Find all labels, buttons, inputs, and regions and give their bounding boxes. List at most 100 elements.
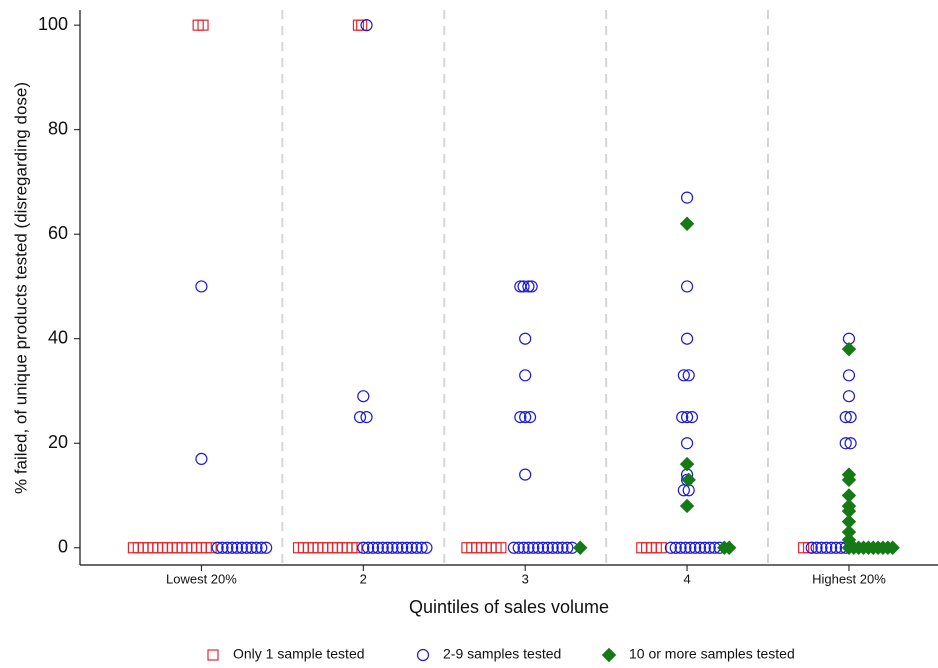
point	[885, 540, 900, 555]
point	[519, 468, 532, 481]
legend-marker	[416, 648, 430, 662]
x-tick-label: 4	[683, 571, 690, 586]
point	[216, 541, 229, 554]
point	[556, 541, 569, 554]
point	[523, 411, 537, 424]
point	[512, 541, 525, 554]
point	[255, 541, 268, 554]
point	[527, 541, 540, 554]
point	[810, 541, 823, 554]
point	[669, 541, 682, 554]
point	[532, 541, 545, 554]
point	[360, 19, 373, 32]
point	[684, 541, 697, 554]
point	[680, 411, 694, 424]
point	[381, 541, 394, 554]
point	[721, 540, 737, 555]
point	[682, 369, 695, 382]
point	[842, 369, 856, 382]
x-axis-label: Quintiles of sales volume	[409, 597, 609, 617]
point	[815, 541, 828, 554]
point	[371, 541, 384, 554]
point	[386, 541, 399, 554]
point	[517, 541, 530, 554]
point	[676, 411, 689, 424]
point	[495, 542, 507, 554]
point	[685, 411, 699, 424]
point	[205, 542, 217, 554]
x-tick-label: Lowest 20%	[166, 571, 237, 586]
x-tick-label: 2	[360, 571, 367, 586]
point	[519, 369, 532, 382]
point	[351, 542, 363, 554]
point	[514, 411, 527, 424]
point	[357, 541, 370, 554]
point	[211, 541, 224, 554]
point	[679, 541, 692, 554]
point	[519, 411, 532, 424]
y-tick-label: 80	[48, 118, 68, 138]
point	[260, 541, 273, 554]
point	[546, 541, 559, 554]
point	[226, 541, 239, 554]
point	[693, 541, 707, 554]
point	[829, 541, 843, 554]
legend-marker	[601, 647, 617, 663]
point	[240, 541, 253, 554]
point	[825, 541, 838, 554]
point	[805, 541, 818, 554]
point	[551, 541, 564, 554]
point	[820, 541, 833, 554]
point	[698, 541, 711, 554]
y-tick-label: 60	[48, 223, 68, 243]
point	[680, 332, 694, 345]
point	[410, 541, 423, 554]
point	[841, 341, 857, 357]
point	[689, 541, 702, 554]
point	[360, 411, 373, 424]
point	[221, 541, 234, 554]
point	[839, 437, 852, 450]
point	[679, 456, 695, 472]
y-tick-label: 40	[48, 327, 68, 347]
point	[839, 411, 852, 424]
point	[405, 541, 418, 554]
point	[655, 542, 667, 554]
point	[517, 280, 530, 293]
point	[677, 369, 690, 382]
point	[420, 541, 433, 554]
point	[844, 411, 857, 424]
point	[679, 216, 695, 231]
point	[679, 498, 695, 514]
point	[841, 472, 857, 488]
point	[664, 541, 677, 554]
point	[396, 541, 409, 554]
point	[356, 19, 368, 31]
point	[235, 541, 248, 554]
x-tick-label: Highest 20%	[812, 571, 886, 586]
legend-label: 2-9 samples tested	[443, 646, 561, 662]
point	[400, 541, 414, 554]
point	[366, 541, 380, 554]
legend-label: 10 or more samples tested	[629, 646, 795, 662]
point	[230, 541, 244, 554]
legend-marker	[207, 649, 219, 661]
point	[353, 411, 367, 424]
point	[680, 437, 694, 450]
point	[357, 390, 370, 403]
point	[680, 280, 694, 293]
point	[522, 280, 535, 293]
point	[681, 472, 696, 488]
y-tick-label: 0	[58, 537, 68, 557]
point	[376, 541, 389, 554]
legend-label: Only 1 sample tested	[233, 646, 365, 662]
y-tick-label: 20	[48, 432, 68, 452]
point	[519, 332, 532, 345]
point	[573, 540, 588, 555]
point	[561, 541, 574, 554]
point	[680, 191, 694, 204]
point	[674, 541, 687, 554]
point	[245, 541, 258, 554]
